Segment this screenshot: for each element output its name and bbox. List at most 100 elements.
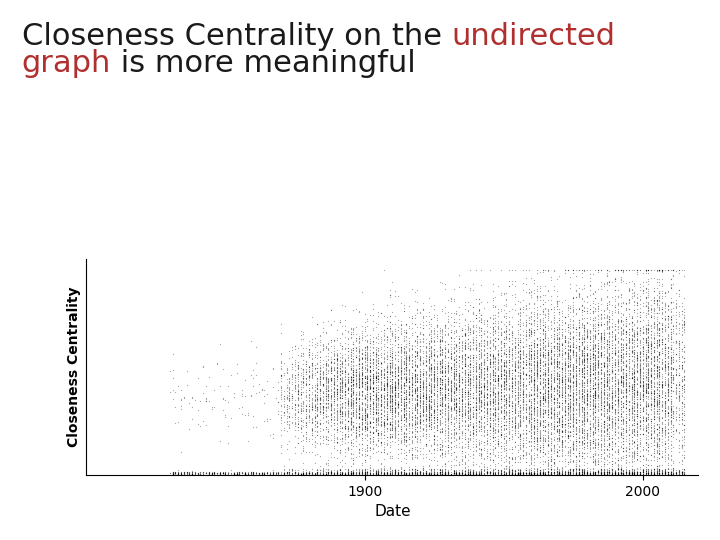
Point xyxy=(387,348,398,357)
Point xyxy=(651,324,662,333)
Point xyxy=(631,471,643,480)
Point xyxy=(418,383,429,391)
Point xyxy=(660,288,671,296)
Point xyxy=(515,421,526,429)
Point xyxy=(345,384,356,393)
Point xyxy=(660,374,671,383)
Point xyxy=(406,380,418,388)
Point xyxy=(600,407,612,415)
Point xyxy=(623,387,634,395)
Point xyxy=(294,407,306,415)
Point xyxy=(567,347,579,356)
Point xyxy=(595,348,607,357)
Point xyxy=(442,411,454,420)
Point xyxy=(317,373,328,381)
Point xyxy=(648,437,660,445)
Point xyxy=(392,375,404,384)
Point xyxy=(657,429,668,437)
Point xyxy=(631,328,643,337)
Point xyxy=(376,420,387,428)
Point xyxy=(509,471,521,480)
Point xyxy=(609,466,621,475)
Point xyxy=(570,374,582,382)
Point xyxy=(573,359,585,368)
Point xyxy=(242,469,253,477)
Point xyxy=(551,411,562,420)
Point xyxy=(437,441,449,450)
Point xyxy=(492,365,504,374)
Point xyxy=(509,423,521,431)
Point xyxy=(445,334,456,342)
Point xyxy=(395,401,407,409)
Point xyxy=(621,385,632,394)
Point xyxy=(294,378,306,387)
Point xyxy=(364,337,376,346)
Point xyxy=(562,320,573,329)
Point xyxy=(325,470,337,478)
Point xyxy=(172,468,184,477)
Point xyxy=(629,350,640,359)
Point xyxy=(495,338,507,346)
Point xyxy=(584,397,595,406)
Point xyxy=(567,446,579,454)
Point xyxy=(551,345,562,354)
Point xyxy=(657,406,668,414)
Point xyxy=(631,422,643,430)
Point xyxy=(356,326,368,335)
Point xyxy=(328,377,340,386)
Point xyxy=(498,443,510,452)
Point xyxy=(567,389,579,398)
Point xyxy=(503,415,515,423)
Point xyxy=(378,340,390,349)
Point xyxy=(331,346,343,355)
Point xyxy=(418,370,429,379)
Point xyxy=(364,366,376,374)
Point xyxy=(534,366,546,375)
Point xyxy=(665,368,676,376)
Point xyxy=(581,338,593,346)
Point xyxy=(356,387,368,395)
Point xyxy=(476,349,487,358)
Point xyxy=(523,469,534,477)
Point xyxy=(492,282,504,291)
Point xyxy=(518,354,529,362)
Point xyxy=(397,470,409,479)
Point xyxy=(531,361,543,369)
Point xyxy=(406,420,418,428)
Point xyxy=(451,381,462,390)
Point xyxy=(637,383,649,391)
Point xyxy=(323,368,334,377)
Point xyxy=(615,465,626,474)
Point xyxy=(454,356,465,364)
Point xyxy=(328,470,340,478)
Point xyxy=(606,470,618,478)
Point xyxy=(462,341,473,350)
Point xyxy=(442,373,454,381)
Point xyxy=(467,466,479,475)
Point xyxy=(231,470,243,478)
Point xyxy=(387,391,398,400)
Point xyxy=(531,424,543,433)
Point xyxy=(278,469,289,478)
Point xyxy=(484,339,495,347)
Point xyxy=(281,468,292,476)
Point xyxy=(459,373,470,381)
Point xyxy=(579,322,590,331)
Point xyxy=(634,370,646,379)
Point xyxy=(181,366,192,375)
Point xyxy=(364,359,376,367)
Point xyxy=(392,340,404,349)
Point xyxy=(618,309,629,318)
Point xyxy=(342,424,354,433)
Point xyxy=(354,378,365,387)
Point xyxy=(315,431,326,440)
Point xyxy=(364,389,376,397)
Point xyxy=(478,388,490,397)
Point xyxy=(462,407,473,416)
Point xyxy=(579,467,590,475)
Point xyxy=(451,471,462,480)
Point xyxy=(600,390,612,399)
Point xyxy=(618,417,629,426)
Point xyxy=(459,377,470,386)
Point xyxy=(484,471,495,480)
